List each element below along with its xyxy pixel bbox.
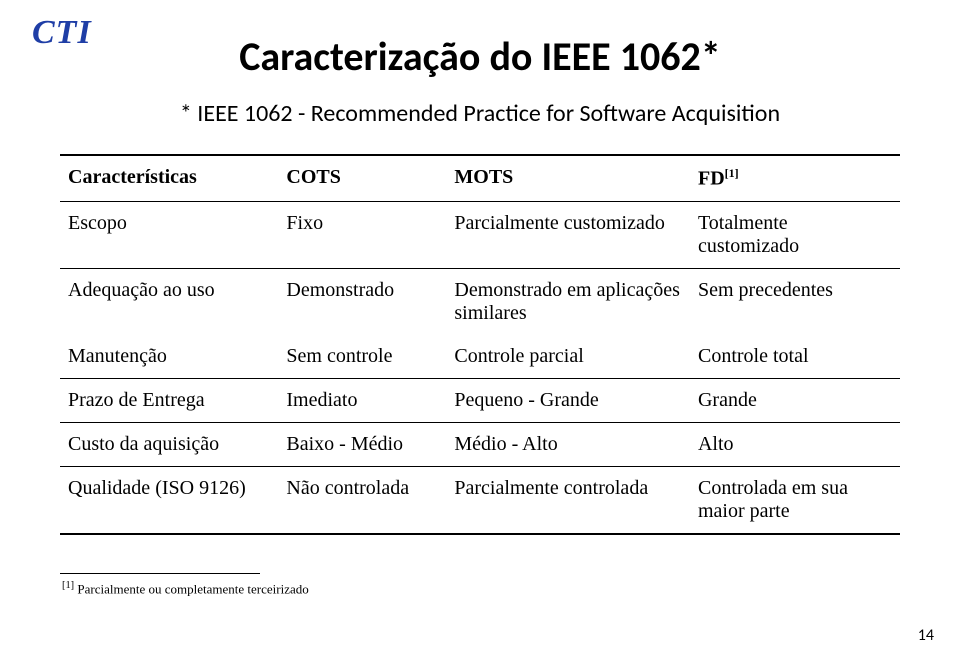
page-number: 14	[918, 626, 934, 645]
col-header: Características	[60, 155, 278, 201]
cti-logo: CTI	[32, 14, 92, 52]
table-cell: Demonstrado	[278, 268, 446, 335]
table-cell: Adequação ao uso	[60, 268, 278, 335]
table-cell: Imediato	[278, 378, 446, 422]
table-cell: Alto	[690, 422, 900, 466]
table-cell: Qualidade (ISO 9126)	[60, 466, 278, 534]
table-row: Qualidade (ISO 9126)Não controladaParcia…	[60, 466, 900, 534]
col-header: MOTS	[446, 155, 690, 201]
table-cell: Médio - Alto	[446, 422, 690, 466]
table-row: EscopoFixoParcialmente customizadoTotalm…	[60, 201, 900, 268]
table-cell: Demonstrado em aplicações similares	[446, 268, 690, 335]
col-header: COTS	[278, 155, 446, 201]
table-row: ManutençãoSem controleControle parcialCo…	[60, 335, 900, 379]
table-cell: Sem precedentes	[690, 268, 900, 335]
table-cell: Parcialmente customizado	[446, 201, 690, 268]
characteristics-table: Características COTS MOTS FD[1] EscopoFi…	[60, 154, 900, 535]
table-cell: Controlada em sua maior parte	[690, 466, 900, 534]
table-cell: Custo da aquisição	[60, 422, 278, 466]
table-row: Custo da aquisiçãoBaixo - MédioMédio - A…	[60, 422, 900, 466]
footnote-text: Parcialmente ou completamente terceiriza…	[74, 581, 309, 596]
table-cell: Sem controle	[278, 335, 446, 379]
slide: CTI Caracterização do IEEE 1062* * IEEE …	[0, 0, 960, 655]
col-header: FD[1]	[690, 155, 900, 201]
table-header-row: Características COTS MOTS FD[1]	[60, 155, 900, 201]
table-cell: Manutenção	[60, 335, 278, 379]
table-cell: Pequeno - Grande	[446, 378, 690, 422]
table-row: Prazo de EntregaImediatoPequeno - Grande…	[60, 378, 900, 422]
footnote-rule	[60, 573, 260, 574]
col-header-sup: [1]	[725, 166, 739, 180]
table-cell: Não controlada	[278, 466, 446, 534]
table-row: Adequação ao usoDemonstradoDemonstrado e…	[60, 268, 900, 335]
table-cell: Totalmente customizado	[690, 201, 900, 268]
table-cell: Baixo - Médio	[278, 422, 446, 466]
footnote: [1] Parcialmente ou completamente tercei…	[60, 580, 900, 597]
page-subtitle: * IEEE 1062 - Recommended Practice for S…	[60, 99, 900, 128]
footnote-sup: [1]	[62, 580, 74, 591]
table-cell: Controle parcial	[446, 335, 690, 379]
table-cell: Escopo	[60, 201, 278, 268]
table-cell: Parcialmente controlada	[446, 466, 690, 534]
table-body: EscopoFixoParcialmente customizadoTotalm…	[60, 201, 900, 534]
page-title: Caracterização do IEEE 1062*	[60, 32, 900, 81]
table-cell: Prazo de Entrega	[60, 378, 278, 422]
table-cell: Fixo	[278, 201, 446, 268]
table-cell: Grande	[690, 378, 900, 422]
col-header-text: FD	[698, 168, 725, 190]
table-cell: Controle total	[690, 335, 900, 379]
